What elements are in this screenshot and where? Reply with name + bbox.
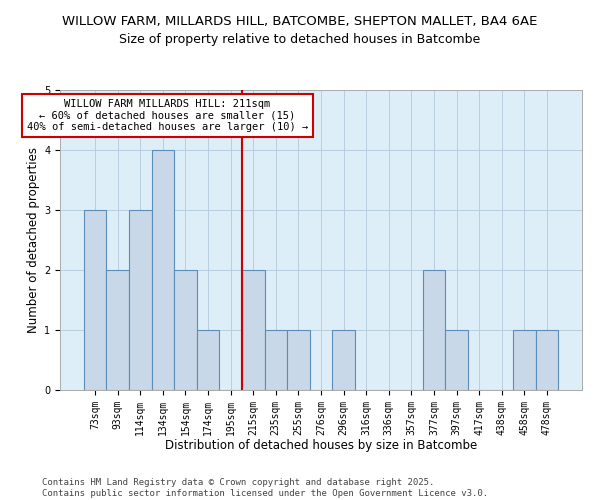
Bar [536,330,558,390]
X-axis label: Distribution of detached houses by size in Batcombe: Distribution of detached houses by size … [165,439,477,452]
Bar [265,330,287,390]
Bar [513,330,536,390]
Bar [174,270,197,390]
Text: WILLOW FARM, MILLARDS HILL, BATCOMBE, SHEPTON MALLET, BA4 6AE: WILLOW FARM, MILLARDS HILL, BATCOMBE, SH… [62,15,538,28]
Bar [129,210,152,390]
Bar [197,330,220,390]
Bar [84,210,106,390]
Text: Contains HM Land Registry data © Crown copyright and database right 2025.
Contai: Contains HM Land Registry data © Crown c… [42,478,488,498]
Bar [152,150,174,390]
Bar [287,330,310,390]
Bar [445,330,468,390]
Bar [106,270,129,390]
Bar [422,270,445,390]
Text: WILLOW FARM MILLARDS HILL: 211sqm
← 60% of detached houses are smaller (15)
40% : WILLOW FARM MILLARDS HILL: 211sqm ← 60% … [27,99,308,132]
Text: Size of property relative to detached houses in Batcombe: Size of property relative to detached ho… [119,32,481,46]
Bar [242,270,265,390]
Bar [332,330,355,390]
Y-axis label: Number of detached properties: Number of detached properties [27,147,40,333]
